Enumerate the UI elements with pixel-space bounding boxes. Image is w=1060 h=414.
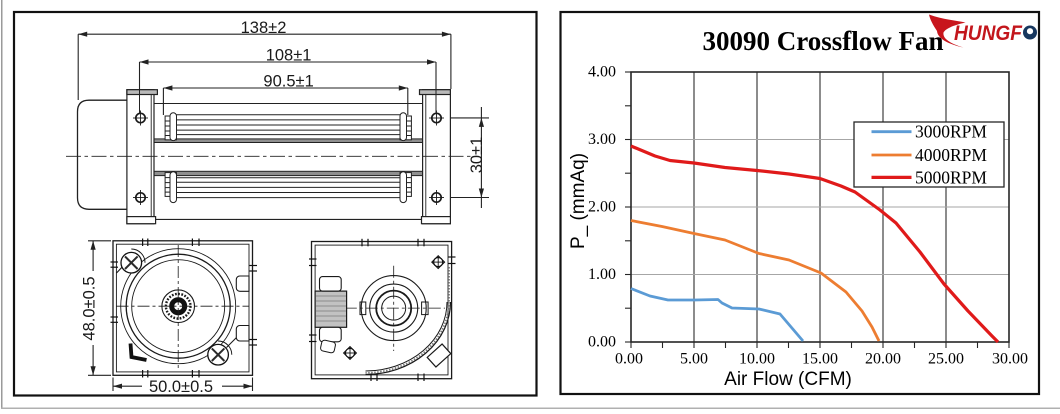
svg-text:4.00: 4.00	[588, 64, 616, 81]
svg-text:48.0±0.5: 48.0±0.5	[81, 276, 99, 340]
svg-text:1.00: 1.00	[588, 266, 616, 283]
svg-text:30±1: 30±1	[468, 137, 486, 174]
svg-text:138±2: 138±2	[241, 19, 287, 37]
svg-text:0.00: 0.00	[588, 334, 616, 351]
svg-text:20.00: 20.00	[865, 351, 901, 368]
svg-text:10.00: 10.00	[739, 351, 775, 368]
svg-text:2.00: 2.00	[588, 199, 616, 216]
svg-text:0.00: 0.00	[615, 351, 643, 368]
svg-text:50.0±0.5: 50.0±0.5	[149, 378, 213, 396]
svg-text:3000RPM: 3000RPM	[915, 122, 987, 142]
svg-text:HUNGF: HUNGF	[954, 22, 1023, 45]
svg-text:90.5±1: 90.5±1	[263, 73, 313, 91]
svg-text:25.00: 25.00	[928, 351, 964, 368]
svg-text:108±1: 108±1	[266, 47, 312, 65]
svg-text:4000RPM: 4000RPM	[915, 145, 987, 165]
svg-text:P_ (mmAq): P_ (mmAq)	[568, 153, 589, 249]
svg-text:30.00: 30.00	[992, 351, 1028, 368]
svg-text:5000RPM: 5000RPM	[915, 168, 987, 188]
svg-text:30090 Crossflow Fan: 30090 Crossflow Fan	[702, 26, 943, 56]
svg-text:3.00: 3.00	[588, 131, 616, 148]
svg-text:15.00: 15.00	[802, 351, 838, 368]
svg-text:5.00: 5.00	[680, 351, 708, 368]
svg-text:Air Flow (CFM): Air Flow (CFM)	[724, 369, 852, 390]
